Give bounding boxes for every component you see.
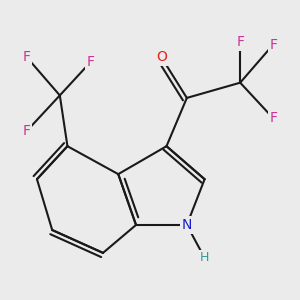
Text: O: O <box>156 50 167 64</box>
Text: F: F <box>236 35 244 49</box>
Text: F: F <box>269 38 277 52</box>
Text: F: F <box>23 124 31 138</box>
Text: N: N <box>182 218 192 232</box>
Text: F: F <box>23 50 31 64</box>
Text: F: F <box>269 111 277 125</box>
Text: F: F <box>86 56 94 69</box>
Text: H: H <box>200 251 209 265</box>
